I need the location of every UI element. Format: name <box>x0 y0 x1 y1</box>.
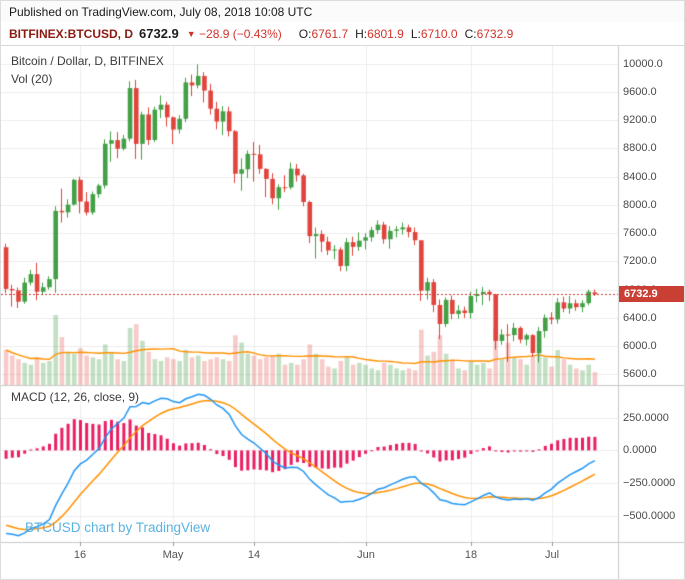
tradingview-attribution-link[interactable]: BTCUSD chart by TradingView <box>25 520 211 535</box>
published-text: Published on TradingView.com, July 08, 2… <box>9 4 313 19</box>
open-value: 6761.7 <box>311 26 349 41</box>
chart-area: Bitcoin / Dollar, D, BITFINEX Vol (20) M… <box>1 45 684 579</box>
open-label: O: <box>298 26 312 41</box>
published-bar: Published on TradingView.com, July 08, 2… <box>1 1 684 22</box>
macd-indicator-label[interactable]: MACD (12, 26, close, 9) <box>11 390 140 404</box>
last-price-badge: 6732.9 <box>619 286 684 302</box>
last-price-value: 6732.9 <box>139 26 179 41</box>
symbol-name[interactable]: BITFINEX:BTCUSD, D <box>9 26 133 41</box>
low-value: 6710.0 <box>420 26 458 41</box>
high-value: 6801.9 <box>367 26 404 41</box>
price-change: ▼ −28.9 (−0.43%) <box>187 27 282 41</box>
price-change-text: −28.9 (−0.43%) <box>199 26 282 41</box>
close-label: C: <box>464 26 477 41</box>
down-triangle-icon: ▼ <box>186 28 196 39</box>
low-label: L: <box>410 26 421 41</box>
close-value: 6732.9 <box>476 26 514 41</box>
ohlc-values: O:6761.7 H:6801.9 L:6710.0 C:6732.9 <box>292 27 514 41</box>
main-pane-title[interactable]: Bitcoin / Dollar, D, BITFINEX <box>11 54 164 68</box>
high-label: H: <box>355 26 368 41</box>
symbol-info-bar: BITFINEX:BTCUSD, D 6732.9 ▼ −28.9 (−0.43… <box>1 22 684 45</box>
chart-canvas[interactable] <box>1 46 684 579</box>
volume-indicator-label[interactable]: Vol (20) <box>11 72 53 86</box>
